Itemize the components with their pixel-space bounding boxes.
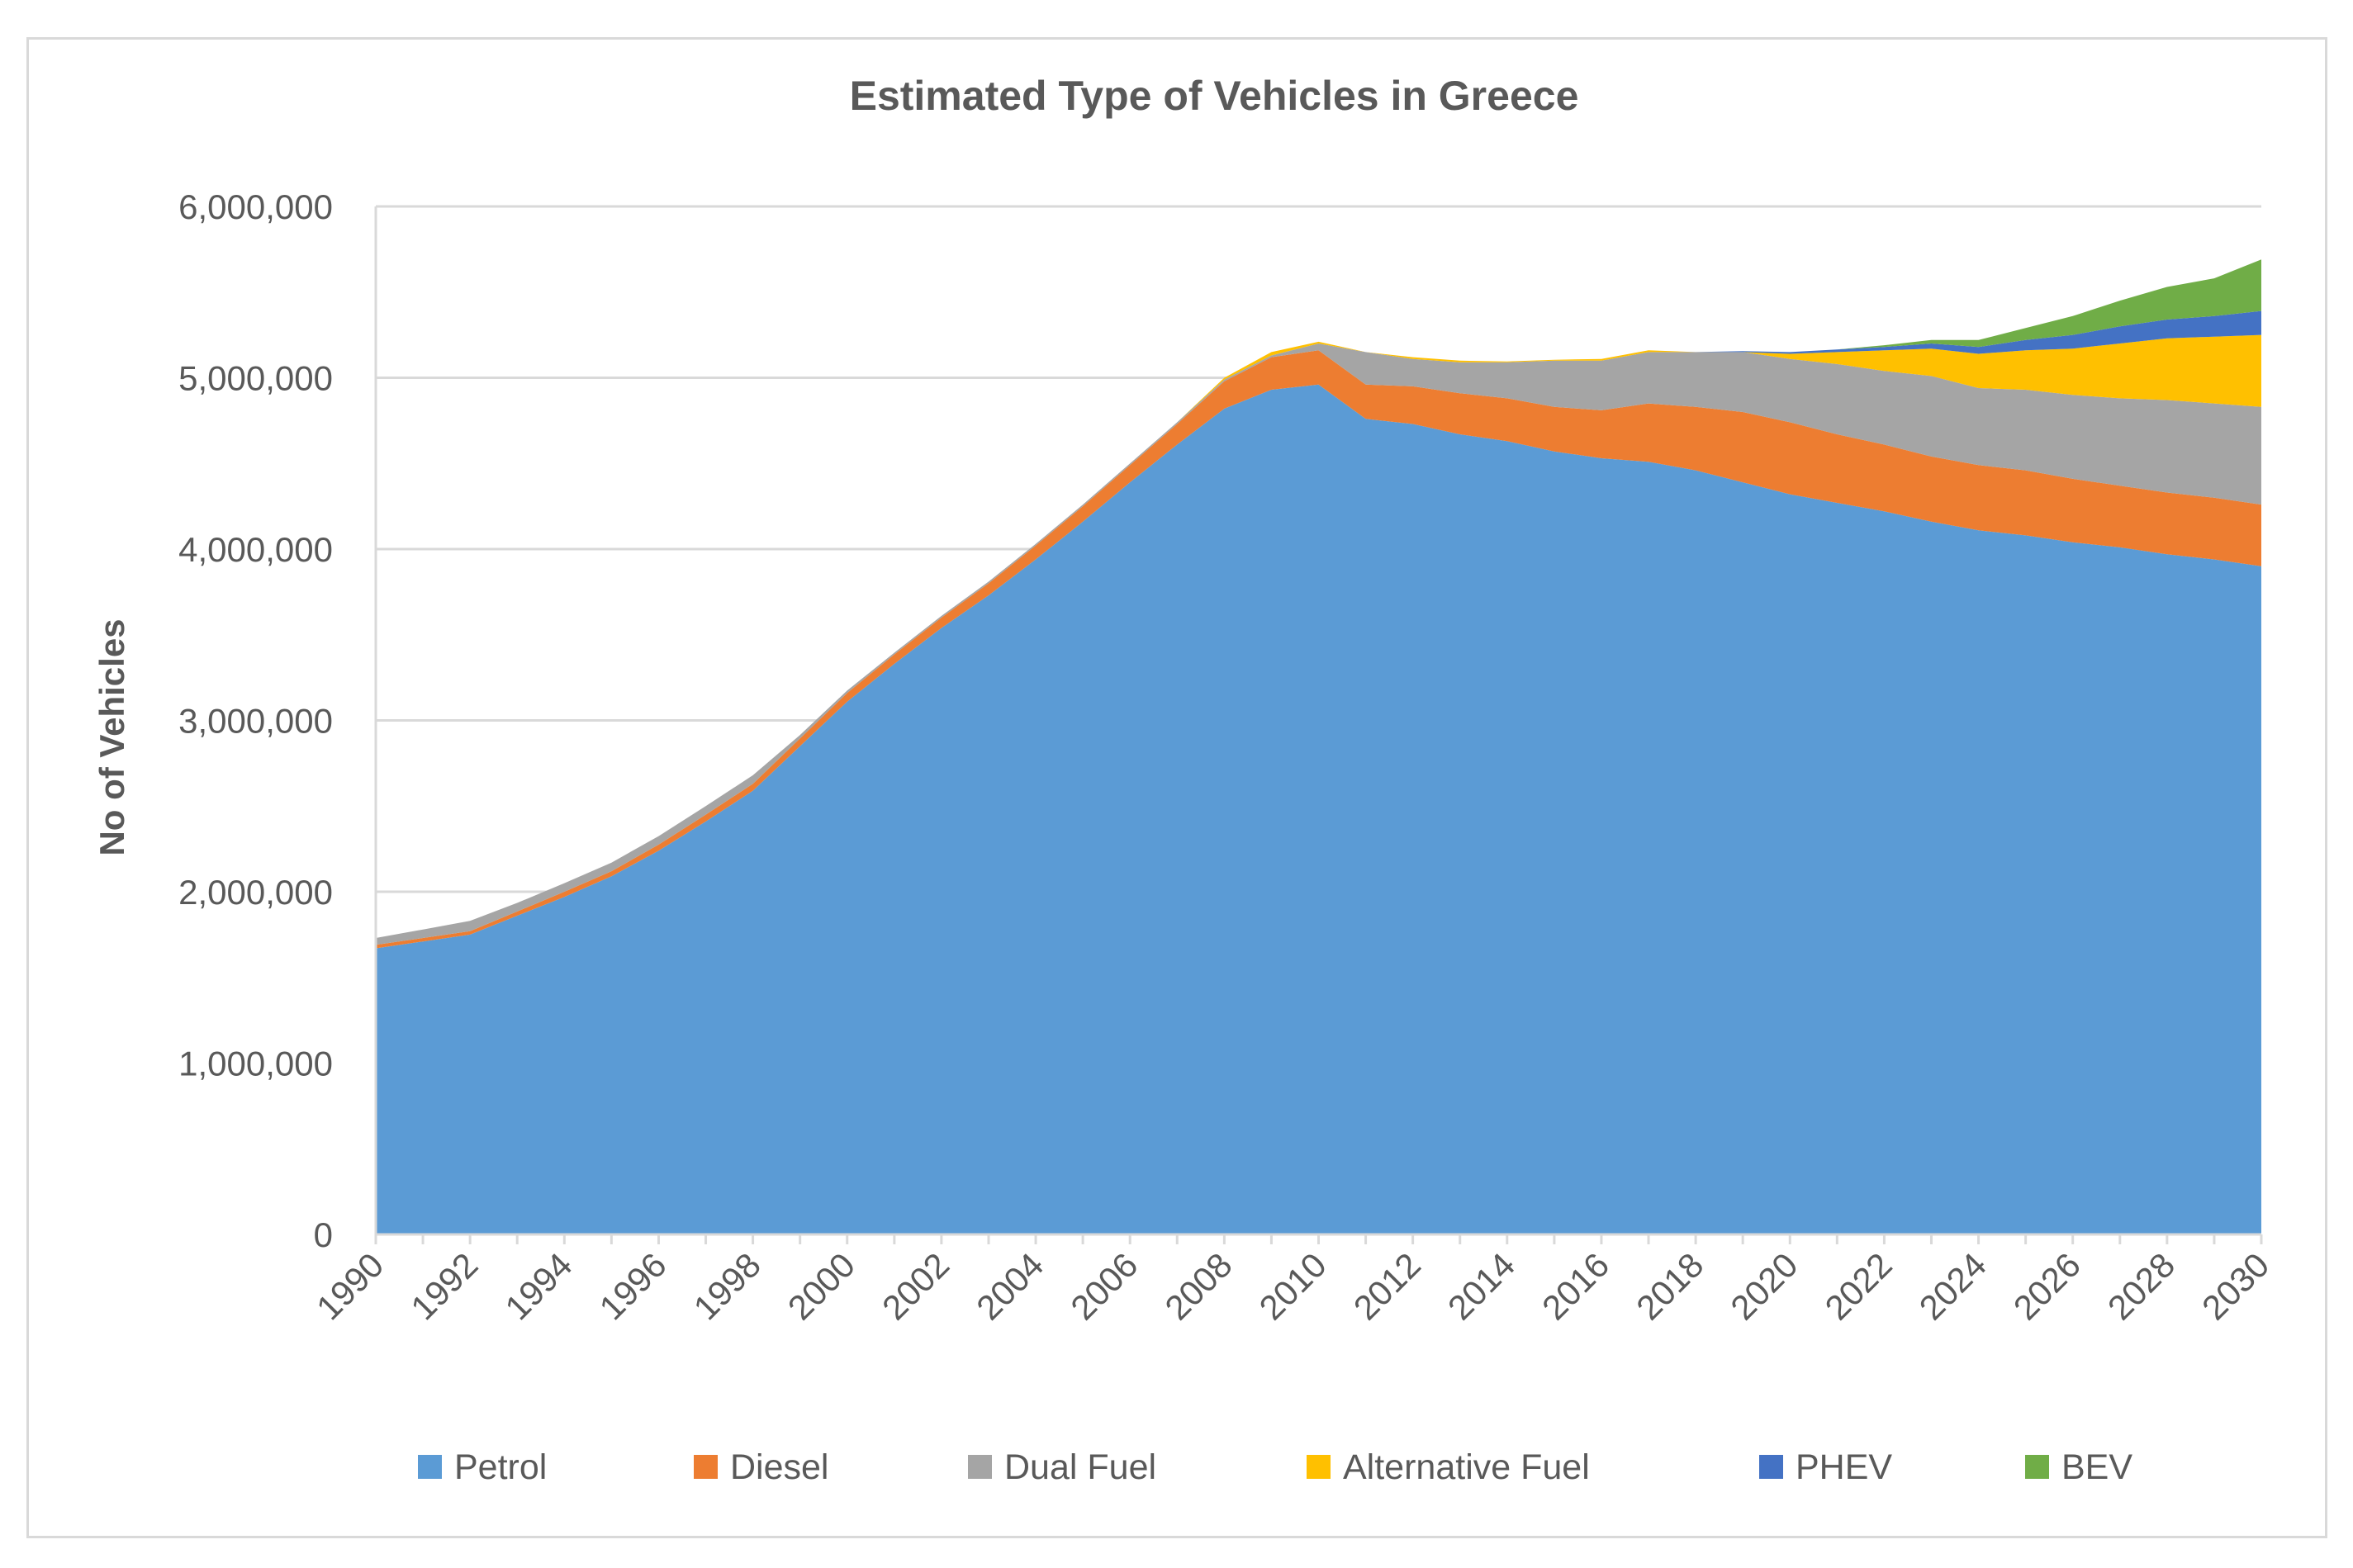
y-tick-label-5: 5,000,000 [178, 359, 333, 398]
x-tick-label-2006: 2006 [1063, 1245, 1145, 1327]
x-tick-label-2012: 2012 [1346, 1245, 1428, 1327]
legend-label-diesel: Diesel [730, 1447, 829, 1487]
legend-label-dual-fuel: Dual Fuel [1004, 1447, 1156, 1487]
legend-swatch-dual-fuel [968, 1455, 992, 1479]
area-petrol [376, 384, 2261, 1234]
area-dual-fuel [376, 343, 2261, 945]
legend-swatch-alternative-fuel [1307, 1455, 1331, 1479]
x-tick-label-2004: 2004 [969, 1245, 1051, 1327]
x-tick-label-2002: 2002 [875, 1245, 956, 1327]
x-tick-label-2016: 2016 [1535, 1245, 1616, 1327]
legend: Petrol Diesel Dual Fuel Alternative Fuel PHE… [418, 1447, 2132, 1487]
axes [374, 206, 2263, 1244]
area-layer [376, 259, 2261, 1234]
legend-item-phev: PHEV [1759, 1447, 1892, 1487]
x-tick-label-2024: 2024 [1912, 1245, 1994, 1327]
x-tick-label-1992: 1992 [403, 1245, 485, 1327]
legend-item-dual-fuel: Dual Fuel [968, 1447, 1156, 1487]
y-tick-label-1: 1,000,000 [178, 1045, 333, 1083]
x-tick-label-1996: 1996 [592, 1245, 674, 1327]
x-tick-label-2014: 2014 [1440, 1245, 1522, 1327]
legend-label-bev: BEV [2061, 1447, 2132, 1487]
area-bev [376, 259, 2261, 938]
x-tick-label-2030: 2030 [2194, 1245, 2276, 1327]
legend-label-alternative-fuel: Alternative Fuel [1343, 1447, 1590, 1487]
legend-label-phev: PHEV [1796, 1447, 1892, 1487]
x-tick-label-2026: 2026 [2006, 1245, 2088, 1327]
y-tick-label-4: 4,000,000 [178, 530, 333, 569]
legend-label-petrol: Petrol [454, 1447, 547, 1487]
y-tick-labels: 0 1,000,000 2,000,000 3,000,000 4,000,000 5,0… [178, 187, 333, 1254]
y-tick-label-6: 6,000,000 [178, 187, 333, 226]
legend-item-petrol: Petrol [418, 1447, 547, 1487]
x-tick-label-2018: 2018 [1629, 1245, 1710, 1327]
x-tick-label-1994: 1994 [497, 1245, 579, 1327]
x-tick-label-1998: 1998 [686, 1245, 768, 1327]
legend-swatch-diesel [694, 1455, 718, 1479]
y-axis-title: No of Vehicles [93, 618, 131, 855]
legend-swatch-petrol [418, 1455, 442, 1479]
y-tick-label-2: 2,000,000 [178, 873, 333, 912]
x-tick-label-2022: 2022 [1817, 1245, 1899, 1327]
x-tick-label-2020: 2020 [1723, 1245, 1805, 1327]
legend-item-alternative-fuel: Alternative Fuel [1307, 1447, 1590, 1487]
legend-swatch-phev [1759, 1455, 1783, 1479]
x-tick-label-1990: 1990 [309, 1245, 391, 1327]
chart-title: Estimated Type of Vehicles in Greece [850, 73, 1579, 119]
y-tick-label-3: 3,000,000 [178, 702, 333, 741]
x-tick-label-2028: 2028 [2100, 1245, 2182, 1327]
x-tick-label-2000: 2000 [780, 1245, 862, 1327]
x-tick-label-2010: 2010 [1252, 1245, 1334, 1327]
y-tick-label-0: 0 [314, 1215, 333, 1254]
legend-item-bev: BEV [2025, 1447, 2132, 1487]
legend-item-diesel: Diesel [694, 1447, 829, 1487]
legend-swatch-bev [2025, 1455, 2049, 1479]
x-tick-label-2008: 2008 [1157, 1245, 1239, 1327]
x-tick-labels: 1990 1992 1994 1996 1998 2000 2002 2004 2006 2008… [309, 1245, 2276, 1327]
